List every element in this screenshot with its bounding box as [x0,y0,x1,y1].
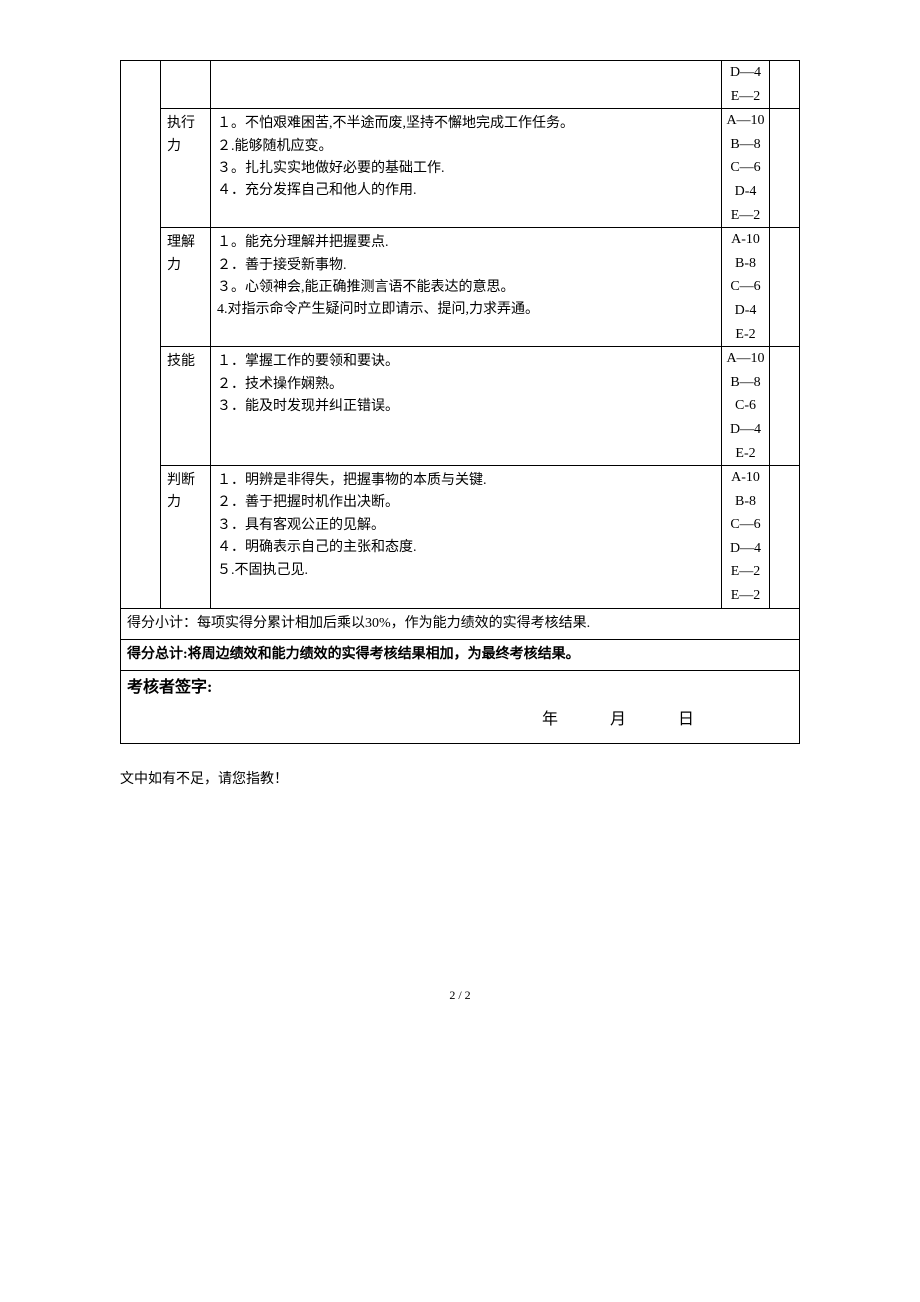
grade-cell: E—2 [722,85,769,109]
grade-cell: A—10 [722,347,769,371]
grade-cell: A—10 [722,109,769,133]
grades-comprehension: A-10 B-8 C—6 D-4 E-2 [722,228,770,347]
row-comprehension: 理解力 １。能充分理解并把握要点. ２．善于接受新事物. ３。心领神会,能正确推… [121,228,800,347]
grade-cell: B-8 [722,252,769,276]
desc-execution: １。不怕艰难困苦,不半途而废,坚持不懈地完成工作任务。 ２.能够随机应变。 ３。… [211,109,722,228]
grade-cell: B-8 [722,490,769,514]
prev-label [161,61,211,109]
grade-cell: E-2 [722,442,769,466]
score-comprehension [770,228,800,347]
grade-cell: D-4 [722,299,769,323]
evaluation-table: D—4 E—2 执行力 １。不怕艰难困苦,不半途而废,坚持不懈地完成工作任务。 … [120,60,800,744]
footer-note: 文中如有不足，请您指教！ [120,768,800,788]
grade-cell: E—2 [722,584,769,608]
grade-cell: C—6 [722,513,769,537]
grades-execution: A—10 B—8 C—6 D-4 E—2 [722,109,770,228]
score-judgment [770,466,800,609]
score-execution [770,109,800,228]
subtotal-row: 得分小计：每项实得分累计相加后乘以30%，作为能力绩效的实得考核结果. [121,608,800,639]
grade-cell: C—6 [722,275,769,299]
label-judgment: 判断力 [161,466,211,609]
prev-score [770,61,800,109]
grade-cell: B—8 [722,133,769,157]
row-judgment: 判断力 １．明辨是非得失，把握事物的本质与关键. ２．善于把握时机作出决断。 ３… [121,466,800,609]
prev-grades: D—4 E—2 [722,61,770,109]
total-text: 得分总计:将周边绩效和能力绩效的实得考核结果相加，为最终考核结果。 [121,640,800,671]
date-line: 年 月 日 [127,707,793,733]
grade-cell: B—8 [722,371,769,395]
page-number: 2 / 2 [120,988,800,1003]
prev-desc [211,61,722,109]
desc-judgment: １．明辨是非得失，把握事物的本质与关键. ２．善于把握时机作出决断。 ３．具有客… [211,466,722,609]
total-row: 得分总计:将周边绩效和能力绩效的实得考核结果相加，为最终考核结果。 [121,640,800,671]
grade-cell: D—4 [722,61,769,85]
grade-cell: A-10 [722,466,769,490]
grade-cell: C—6 [722,156,769,180]
grade-cell: E-2 [722,323,769,347]
label-comprehension: 理解力 [161,228,211,347]
desc-skill: １．掌握工作的要领和要诀。 ２．技术操作娴熟。 ３．能及时发现并纠正错误。 [211,347,722,466]
signature-cell: 考核者签字: 年 月 日 [121,671,800,743]
grade-cell: D-4 [722,180,769,204]
grade-cell: C-6 [722,394,769,418]
row-execution: 执行力 １。不怕艰难困苦,不半途而废,坚持不懈地完成工作任务。 ２.能够随机应变… [121,109,800,228]
grade-cell: D—4 [722,418,769,442]
grade-cell: A-10 [722,228,769,252]
date-year: 年 [542,711,562,728]
grades-judgment: A-10 B-8 C—6 D—4 E—2 E—2 [722,466,770,609]
date-month: 月 [610,711,630,728]
subtotal-text: 得分小计：每项实得分累计相加后乘以30%，作为能力绩效的实得考核结果. [121,608,800,639]
prev-row: D—4 E—2 [121,61,800,109]
date-day: 日 [678,711,698,728]
left-margin-cell [121,61,161,609]
score-skill [770,347,800,466]
grade-cell: E—2 [722,204,769,228]
grades-skill: A—10 B—8 C-6 D—4 E-2 [722,347,770,466]
signature-label: 考核者签字: [127,675,793,701]
row-skill: 技能 １．掌握工作的要领和要诀。 ２．技术操作娴熟。 ３．能及时发现并纠正错误。… [121,347,800,466]
desc-comprehension: １。能充分理解并把握要点. ２．善于接受新事物. ３。心领神会,能正确推测言语不… [211,228,722,347]
label-skill: 技能 [161,347,211,466]
signature-row: 考核者签字: 年 月 日 [121,671,800,743]
grade-cell: D—4 [722,537,769,561]
label-execution: 执行力 [161,109,211,228]
grade-cell: E—2 [722,560,769,584]
